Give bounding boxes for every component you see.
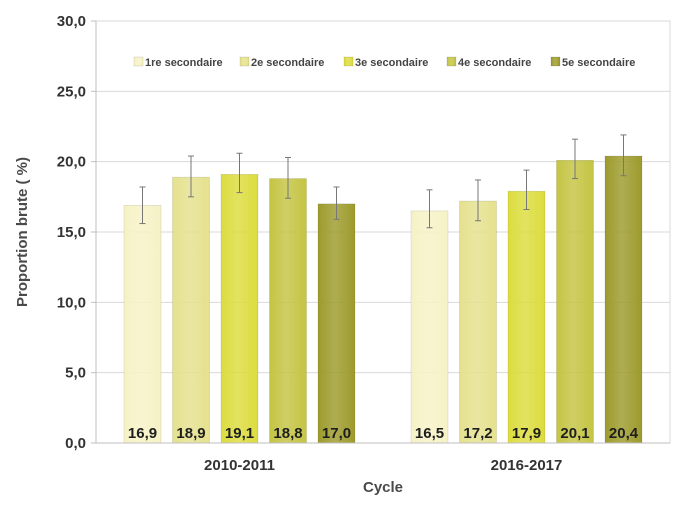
y-tick-label: 20,0 xyxy=(57,154,86,171)
data-label: 17,9 xyxy=(512,425,541,442)
legend-swatch xyxy=(343,56,354,67)
y-tick-label: 30,0 xyxy=(57,13,86,30)
data-label: 17,2 xyxy=(463,425,492,442)
y-axis-ticks: 0,0 5,0 10,0 15,0 20,0 25,0 30,0 xyxy=(57,13,96,452)
legend-label: 1re secondaire xyxy=(145,57,223,69)
bar xyxy=(317,203,356,444)
legend-swatch xyxy=(133,56,144,67)
bar xyxy=(507,190,546,444)
legend-swatch xyxy=(446,56,457,67)
data-label: 18,8 xyxy=(273,425,302,442)
x-axis-title: Cycle xyxy=(363,479,403,496)
y-tick-label: 0,0 xyxy=(65,435,86,452)
legend-label: 5e secondaire xyxy=(562,57,635,69)
y-axis-title: Proportion brute ( %) xyxy=(14,157,31,307)
bar xyxy=(123,204,162,444)
data-labels: 16,9 18,9 19,1 18,8 17,0 16,5 17,2 17,9 20,1 20,4 xyxy=(128,425,639,442)
error-bars xyxy=(139,134,627,229)
legend: 1re secondaire 2e secondaire 3e secondaire… xyxy=(133,56,635,69)
y-tick-label: 5,0 xyxy=(65,365,86,382)
bar xyxy=(269,178,307,444)
bar xyxy=(459,200,497,444)
bars xyxy=(123,155,643,444)
data-label: 16,9 xyxy=(128,425,157,442)
x-axis-categories: 2010-2011 2016-2017 xyxy=(204,457,562,474)
y-tick-label: 10,0 xyxy=(57,294,86,311)
data-label: 20,4 xyxy=(609,425,639,442)
legend-swatch xyxy=(239,56,250,67)
x-category-label: 2010-2011 xyxy=(204,457,275,474)
legend-label: 4e secondaire xyxy=(458,57,531,69)
bar xyxy=(172,176,210,444)
legend-swatch xyxy=(550,56,561,67)
data-label: 16,5 xyxy=(415,425,444,442)
data-label: 17,0 xyxy=(322,425,351,442)
bar xyxy=(410,210,449,444)
y-tick-label: 15,0 xyxy=(57,224,86,241)
bar xyxy=(604,155,643,444)
data-label: 20,1 xyxy=(560,425,589,442)
legend-label: 3e secondaire xyxy=(355,57,428,69)
x-category-label: 2016-2017 xyxy=(491,457,563,474)
bar xyxy=(220,174,259,444)
data-label: 19,1 xyxy=(225,425,254,442)
bar xyxy=(556,159,594,444)
data-label: 18,9 xyxy=(176,425,205,442)
legend-label: 2e secondaire xyxy=(251,57,324,69)
y-tick-label: 25,0 xyxy=(57,83,86,100)
